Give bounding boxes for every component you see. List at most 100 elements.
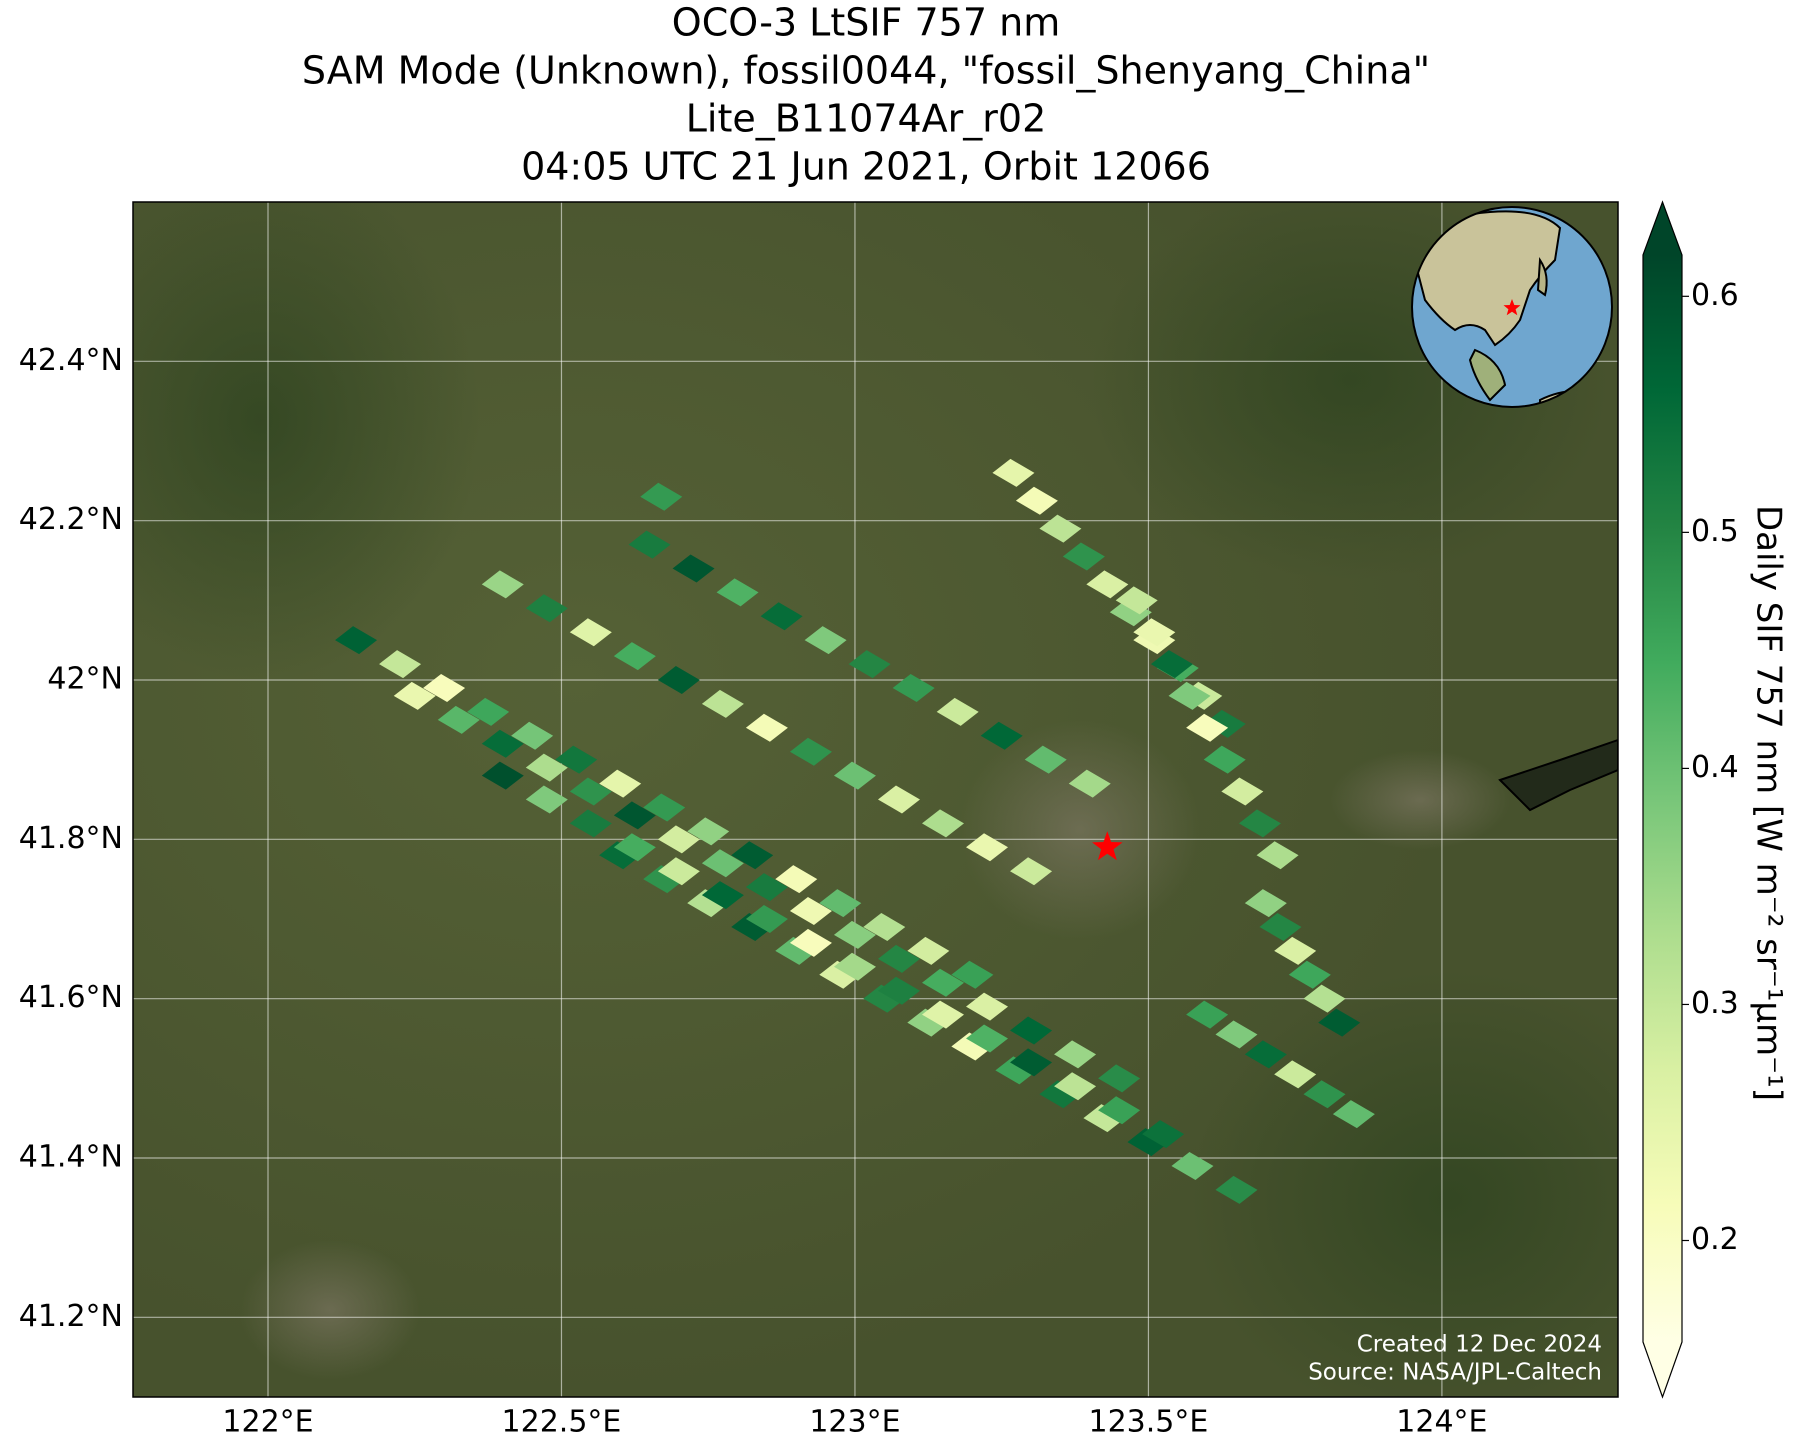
sif-footprint: [467, 697, 510, 726]
sif-footprint: [992, 458, 1035, 487]
sif-footprint: [1098, 1096, 1141, 1125]
sif-footprint: [995, 1056, 1038, 1085]
coastline: [1498, 738, 1618, 812]
colorbar: 0.2 0.3 0.4 0.5 0.6 Daily SIF 757 nm [W m⁻² s…: [1642, 200, 1789, 1399]
x-tick-label: 123.5°E: [1089, 1405, 1209, 1440]
sif-footprint: [701, 881, 744, 910]
sif-footprint: [863, 912, 906, 941]
overlay-layer: [1092, 831, 1123, 861]
sif-footprint: [555, 745, 598, 774]
globe-land: [1412, 210, 1562, 347]
sif-footprint: [922, 809, 964, 838]
sif-footprint: [877, 785, 920, 814]
sif-footprint: [1115, 586, 1158, 615]
sif-footprint: [569, 618, 612, 647]
sif-footprint: [745, 713, 788, 742]
sif-footprint: [863, 984, 906, 1013]
y-tick-label: 42°N: [47, 662, 123, 697]
sif-footprint: [1133, 618, 1176, 647]
sif-footprint: [1288, 960, 1331, 989]
colorbar-extend-min: [1643, 1342, 1682, 1397]
sif-footprint: [481, 761, 524, 790]
sif-footprint: [819, 960, 862, 989]
sif-footprint: [1274, 1060, 1317, 1089]
x-tick-label: 122.5°E: [502, 1405, 622, 1440]
colorbar-body: [1643, 255, 1682, 1342]
sif-footprint: [1098, 1064, 1141, 1093]
terrain: [133, 202, 480, 680]
urban-area: [1330, 750, 1510, 850]
sif-footprint: [966, 1024, 1009, 1053]
sif-footprint: [980, 721, 1023, 750]
colorbar-tick-label: 0.2: [1691, 1222, 1739, 1257]
sif-footprint: [789, 897, 832, 926]
sif-footprint: [745, 905, 788, 933]
y-tick-label: 41.6°N: [19, 980, 123, 1015]
colorbar-tick-label: 0.6: [1691, 278, 1739, 313]
sif-footprint: [701, 689, 744, 718]
sif-footprint: [613, 801, 656, 830]
sif-footprint: [877, 976, 920, 1005]
sif-footprint: [525, 753, 568, 782]
chart-title: SAM Mode (Unknown), fossil0044, "fossil_…: [302, 49, 1430, 93]
sif-footprint: [657, 825, 700, 854]
sif-footprint: [819, 889, 862, 918]
sif-footprint: [701, 849, 744, 878]
sif-footprint: [951, 1032, 994, 1061]
sif-footprint: [1244, 889, 1287, 918]
sif-footprint: [1083, 1104, 1126, 1133]
sif-footprint: [789, 928, 832, 957]
sif-footprint: [1318, 1008, 1361, 1037]
sif-footprint: [1039, 1080, 1082, 1109]
sif-footprint: [951, 960, 994, 989]
sif-footprint: [833, 920, 876, 949]
x-tick-label: 123°E: [809, 1405, 900, 1440]
globe-inset: [1411, 206, 1613, 408]
sif-footprint: [1039, 514, 1082, 543]
sif-footprint: [1332, 1100, 1375, 1129]
sif-footprint: [877, 944, 920, 973]
sif-footprint: [1221, 777, 1264, 806]
sif-footprint: [731, 912, 774, 941]
sif-footprint: [760, 602, 803, 631]
created-note: Created 12 Dec 2024: [1357, 1332, 1602, 1358]
sif-footprint: [1015, 486, 1058, 515]
sif-footprint: [511, 721, 554, 750]
sif-footprint: [379, 650, 422, 679]
sif-footprint: [628, 530, 671, 559]
sif-footprint: [640, 482, 683, 511]
globe-outline: [1411, 206, 1613, 408]
sif-footprint: [833, 761, 876, 790]
sif-footprint: [657, 857, 700, 886]
urban-area: [240, 1240, 420, 1380]
chart-title: OCO-3 LtSIF 757 nm: [672, 1, 1060, 45]
sif-footprint: [1062, 542, 1105, 571]
grid-layer: [133, 202, 1618, 1397]
sif-footprint: [1203, 709, 1246, 738]
sif-footprint: [643, 793, 686, 822]
sif-footprint: [1203, 745, 1246, 774]
y-tick-label: 42.2°N: [19, 502, 123, 537]
sif-footprint: [1054, 1072, 1097, 1101]
sif-footprint: [393, 681, 436, 710]
sif-footprint: [1150, 650, 1193, 679]
map-frame: [132, 201, 1619, 1398]
sif-footprint: [599, 769, 642, 798]
sif-footprint: [745, 873, 788, 902]
sif-footprint: [525, 785, 568, 814]
sif-footprint: [1168, 681, 1211, 710]
sif-footprint: [1010, 1048, 1053, 1077]
globe-land: [1468, 348, 1507, 402]
sif-footprint: [437, 705, 480, 734]
urban-area: [960, 720, 1200, 940]
sif-footprint: [892, 673, 935, 702]
sif-footprint: [1303, 1080, 1346, 1109]
sif-footprint: [335, 626, 378, 655]
sif-footprint: [643, 865, 686, 894]
sif-footprint: [1086, 570, 1129, 599]
sif-footprint: [687, 889, 730, 918]
sif-footprint: [775, 936, 818, 965]
sif-footprint: [716, 578, 759, 607]
sif-footprint: [481, 570, 524, 599]
